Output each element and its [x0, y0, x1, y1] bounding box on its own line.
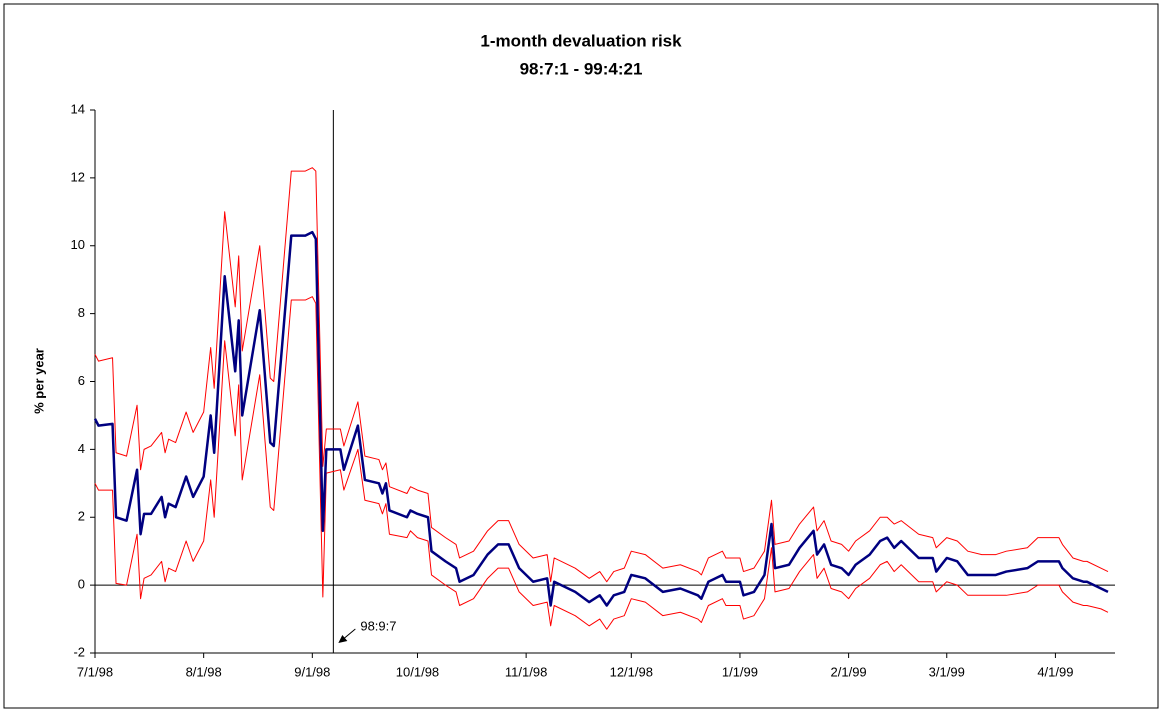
- x-tick-label: 3/1/99: [929, 664, 965, 679]
- annotation-arrow: [343, 628, 356, 640]
- series-line: [93, 230, 1109, 607]
- x-tick-label: 7/1/98: [77, 664, 113, 679]
- x-tick-label: 2/1/99: [831, 664, 867, 679]
- y-tick-label: -2: [73, 644, 85, 659]
- y-axis-label: % per year: [31, 348, 46, 414]
- x-tick-label: 9/1/98: [294, 664, 330, 679]
- y-tick-label: 4: [78, 441, 85, 456]
- chart-border: [3, 3, 1159, 709]
- x-tick-label: 1/1/99: [722, 664, 758, 679]
- x-tick-label: 10/1/98: [396, 664, 439, 679]
- chart-title: 1-month devaluation risk: [480, 31, 682, 50]
- y-tick-label: 10: [71, 237, 85, 252]
- y-tick-label: 12: [71, 169, 85, 184]
- series-line: [94, 167, 1109, 583]
- y-tick-label: 14: [71, 101, 85, 116]
- annotation: 98:9:7: [360, 618, 396, 633]
- series-line: [94, 296, 1109, 630]
- annotation-arrowhead: [338, 635, 348, 643]
- x-tick-label: 12/1/98: [610, 664, 653, 679]
- y-tick-label: 8: [78, 305, 85, 320]
- x-tick-label: 8/1/98: [186, 664, 222, 679]
- y-tick-label: 6: [78, 373, 85, 388]
- y-tick-label: 2: [78, 509, 85, 524]
- x-tick-label: 11/1/98: [505, 664, 547, 679]
- x-tick-label: 4/1/99: [1037, 664, 1073, 679]
- y-tick-label: 0: [78, 577, 85, 592]
- chart-subtitle: 98:7:1 - 99:4:21: [520, 59, 643, 78]
